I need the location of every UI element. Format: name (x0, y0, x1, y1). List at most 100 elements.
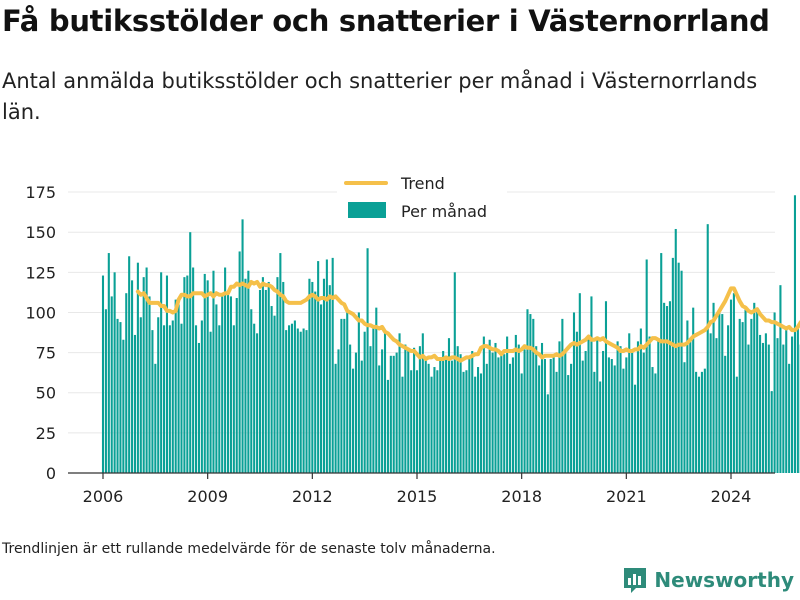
monthly-bar (128, 256, 131, 473)
monthly-bar (427, 363, 430, 473)
x-tick-label: 2009 (187, 487, 228, 506)
y-tick-label: 125 (25, 263, 56, 282)
monthly-bar (764, 333, 767, 473)
monthly-bar (401, 376, 404, 473)
monthly-bar (570, 363, 573, 473)
monthly-bar (683, 362, 686, 473)
monthly-bar (604, 301, 608, 473)
monthly-bar (116, 318, 119, 473)
monthly-bar (279, 253, 282, 473)
monthly-bar (174, 299, 177, 473)
monthly-bar (244, 278, 247, 473)
monthly-bar (479, 373, 483, 473)
monthly-bar (660, 253, 663, 473)
monthly-bar (369, 346, 372, 473)
monthly-bar (203, 273, 206, 473)
monthly-bar (264, 289, 267, 473)
monthly-bar (584, 350, 587, 473)
monthly-bar (209, 331, 212, 473)
monthly-bar (497, 357, 500, 473)
monthly-bar (465, 370, 468, 473)
monthly-bar (546, 394, 549, 473)
monthly-bar (482, 336, 485, 473)
y-tick-label: 50 (36, 384, 56, 403)
legend-bar-label: Per månad (401, 202, 487, 221)
monthly-bar (535, 346, 538, 473)
monthly-bar (357, 312, 360, 473)
monthly-bar (229, 296, 232, 473)
brand-name: Newsworthy (654, 568, 794, 592)
monthly-bar (663, 302, 666, 473)
monthly-bar (186, 275, 189, 473)
monthly-bar (148, 296, 151, 473)
monthly-bar (250, 309, 253, 473)
monthly-bar (436, 370, 439, 473)
monthly-bar (133, 334, 137, 473)
y-tick-label: 100 (25, 303, 56, 322)
monthly-bar (776, 338, 779, 473)
monthly-bar (247, 270, 250, 473)
monthly-bar (142, 277, 145, 473)
monthly-bar (189, 232, 192, 473)
monthly-bar (302, 328, 305, 473)
monthly-bar (168, 325, 171, 473)
monthly-bar (462, 371, 465, 473)
monthly-bar (773, 312, 776, 473)
monthly-bar (581, 360, 584, 473)
monthly-bar (700, 371, 703, 473)
monthly-bar (721, 314, 724, 473)
monthly-bar (500, 355, 503, 473)
monthly-bar (107, 253, 110, 473)
x-tick-label: 2006 (83, 487, 124, 506)
monthly-bar (575, 331, 578, 473)
monthly-bar (761, 342, 765, 473)
monthly-bar (607, 357, 610, 473)
monthly-bar (224, 267, 227, 473)
monthly-bar (692, 307, 695, 473)
monthly-bar (299, 331, 302, 473)
monthly-bar (180, 323, 183, 473)
monthly-bar (572, 312, 576, 473)
monthly-bar (712, 302, 715, 473)
monthly-bar (389, 355, 392, 473)
monthly-bar (351, 368, 355, 473)
legend: Trend Per månad (337, 170, 507, 226)
monthly-bar (590, 296, 593, 473)
monthly-bar (747, 344, 750, 473)
monthly-bar (197, 342, 200, 473)
monthly-bar (491, 352, 494, 473)
monthly-bar (194, 325, 198, 473)
monthly-bar (122, 339, 125, 473)
monthly-bar (378, 365, 381, 473)
monthly-bar (715, 338, 718, 473)
monthly-bar (517, 344, 520, 473)
monthly-bar (622, 368, 625, 473)
monthly-bar (628, 333, 631, 473)
monthly-bar (343, 318, 346, 473)
monthly-bar (703, 368, 706, 473)
monthly-bar (165, 275, 169, 473)
monthly-bar (218, 325, 221, 473)
monthly-bar (456, 346, 459, 473)
monthly-bar (613, 365, 616, 473)
monthly-bar (689, 338, 692, 473)
newsworthy-logo[interactable]: Newsworthy (622, 566, 794, 594)
monthly-bar (485, 363, 488, 473)
monthly-bar (413, 347, 416, 473)
monthly-bar (200, 320, 203, 473)
monthly-bar (793, 195, 797, 473)
monthly-bar (296, 328, 299, 473)
monthly-bar (349, 344, 352, 473)
monthly-bar (668, 301, 671, 473)
monthly-bar (756, 307, 759, 473)
monthly-bar (325, 259, 328, 473)
monthly-bar (677, 262, 680, 473)
monthly-bar (657, 339, 660, 473)
monthly-bar (285, 330, 288, 473)
x-tick-label: 2018 (501, 487, 542, 506)
gridlines (68, 191, 775, 434)
monthly-bar (407, 350, 410, 473)
monthly-bar (145, 267, 148, 473)
monthly-bar (523, 349, 526, 473)
